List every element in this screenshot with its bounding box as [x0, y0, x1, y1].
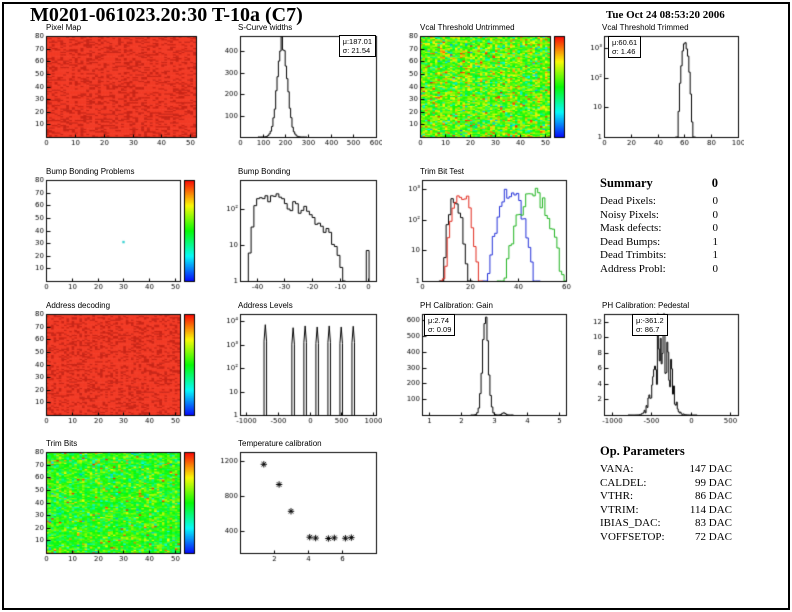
op-parameters-block: Op. Parameters VANA: 147 DAC CALDEL: 99 …: [600, 444, 732, 544]
op-value: 147 DAC: [689, 463, 732, 475]
chart-title-trim-bit-test: Trim Bit Test: [420, 167, 465, 176]
chart-title-vcal-trimmed: Vcal Threshold Trimmed: [602, 23, 689, 32]
stats-box-ph-pedestal: μ:-361.2 σ: 86.7: [632, 314, 668, 336]
stats-box-ph-gain: μ:2.74 σ: 0.09: [424, 314, 456, 336]
panel-ph-calibration-pedestal: PH Calibration: Pedestal μ:-361.2 σ: 86.…: [582, 300, 744, 428]
op-row-ibias-dac: IBIAS_DAC: 83 DAC: [600, 517, 732, 531]
summary-value: 1: [712, 249, 719, 261]
op-label: VOFFSETOP:: [600, 530, 665, 543]
stat-sigma: σ: 86.7: [636, 325, 660, 334]
summary-label: Address Probl:: [600, 262, 666, 275]
chart-title-ph-gain: PH Calibration: Gain: [420, 301, 493, 310]
panel-vcal-threshold-trimmed: Vcal Threshold Trimmed μ:60.61 σ: 1.46: [582, 22, 744, 150]
chart-canvas-temperature: [218, 449, 382, 565]
op-label: CALDEL:: [600, 476, 647, 489]
page-title: M0201-061023.20:30 T-10a (C7): [30, 4, 303, 26]
summary-row-mask-defects: Mask defects: 0: [600, 222, 718, 236]
summary-value: 0: [712, 195, 719, 207]
op-label: IBIAS_DAC:: [600, 517, 661, 529]
panel-pixel-map: Pixel Map: [26, 22, 202, 150]
op-value: 72 DAC: [695, 530, 732, 543]
op-label: VTHR:: [600, 490, 633, 502]
panel-scurve-widths: S-Curve widths μ:187.01 σ: 21.54: [218, 22, 382, 150]
op-row-caldel: CALDEL: 99 DAC: [600, 477, 732, 491]
panel-trim-bit-test: Trim Bit Test: [400, 166, 572, 294]
summary-grade: 0: [711, 176, 718, 190]
chart-canvas-pixel-map: [26, 33, 202, 149]
chart-title-scurve-widths: S-Curve widths: [238, 23, 293, 32]
op-parameters-title: Op. Parameters: [600, 444, 685, 458]
op-value: 114 DAC: [689, 503, 732, 516]
chart-title-address-decoding: Address decoding: [46, 301, 111, 310]
summary-row-dead-bumps: Dead Bumps: 1: [600, 236, 718, 250]
summary-label: Noisy Pixels:: [600, 208, 659, 221]
stat-mean: μ:60.61: [612, 38, 638, 47]
summary-block: Summary 0 Dead Pixels: 0 Noisy Pixels: 0…: [600, 176, 718, 276]
op-label: VANA:: [600, 463, 634, 475]
summary-value: 0: [712, 222, 719, 234]
summary-title: Summary: [600, 176, 653, 190]
panel-temperature-calibration: Temperature calibration: [218, 438, 382, 566]
panel-address-decoding: Address decoding: [26, 300, 202, 428]
chart-canvas-bump-bonding: [218, 177, 382, 293]
chart-title-temperature: Temperature calibration: [238, 439, 322, 448]
op-value: 86 DAC: [695, 490, 732, 502]
panel-trim-bits: Trim Bits: [26, 438, 202, 566]
stat-mean: μ:2.74: [428, 316, 450, 325]
summary-row-dead-pixels: Dead Pixels: 0: [600, 195, 718, 209]
chart-title-vcal-untrimmed: Vcal Threshold Untrimmed: [420, 23, 515, 32]
chart-title-bump-bonding: Bump Bonding: [238, 167, 291, 176]
op-row-vtrim: VTRIM: 114 DAC: [600, 504, 732, 518]
op-value: 99 DAC: [695, 476, 732, 489]
chart-title-bump-problems: Bump Bonding Problems: [46, 167, 135, 176]
stats-box-scurve: μ:187.01 σ: 21.54: [338, 35, 376, 57]
panel-bump-bonding: Bump Bonding: [218, 166, 382, 294]
chart-title-address-levels: Address Levels: [238, 301, 293, 310]
op-value: 83 DAC: [695, 517, 732, 529]
timestamp: Tue Oct 24 08:53:20 2006: [606, 9, 725, 21]
summary-label: Dead Bumps:: [600, 235, 661, 248]
summary-label: Mask defects:: [600, 222, 662, 234]
panel-vcal-threshold-untrimmed: Vcal Threshold Untrimmed: [400, 22, 572, 150]
summary-value: 1: [712, 235, 719, 248]
panel-ph-calibration-gain: PH Calibration: Gain μ:2.74 σ: 0.09: [400, 300, 572, 428]
op-row-voffsetop: VOFFSETOP: 72 DAC: [600, 531, 732, 545]
op-parameters-header: Op. Parameters: [600, 444, 732, 459]
stat-sigma: σ: 21.54: [342, 46, 371, 55]
stats-box-vcal-trimmed: μ:60.61 σ: 1.46: [608, 36, 642, 58]
summary-label: Dead Trimbits:: [600, 249, 667, 261]
summary-header: Summary 0: [600, 176, 718, 191]
chart-canvas-bump-problems: [26, 177, 202, 293]
stat-mean: μ:-361.2: [636, 316, 664, 325]
chart-canvas-address-decoding: [26, 311, 202, 427]
summary-row-noisy-pixels: Noisy Pixels: 0: [600, 209, 718, 223]
chart-title-ph-pedestal: PH Calibration: Pedestal: [602, 301, 690, 310]
summary-value: 0: [712, 208, 719, 221]
chart-canvas-trim-bit-test: [400, 177, 572, 293]
stat-mean: μ:187.01: [342, 37, 372, 46]
summary-value: 0: [712, 262, 719, 275]
summary-label: Dead Pixels:: [600, 195, 656, 207]
stat-sigma: σ: 1.46: [612, 47, 636, 56]
panel-address-levels: Address Levels: [218, 300, 382, 428]
summary-row-dead-trimbits: Dead Trimbits: 1: [600, 249, 718, 263]
panel-bump-bonding-problems: Bump Bonding Problems: [26, 166, 202, 294]
op-row-vthr: VTHR: 86 DAC: [600, 490, 732, 504]
stat-sigma: σ: 0.09: [428, 325, 452, 334]
op-label: VTRIM:: [600, 503, 639, 516]
chart-canvas-vcal-untrimmed: [400, 33, 572, 149]
chart-canvas-trim-bits: [26, 449, 202, 565]
summary-row-address-problems: Address Probl: 0: [600, 263, 718, 277]
chart-canvas-address-levels: [218, 311, 382, 427]
chart-title-pixel-map: Pixel Map: [46, 23, 82, 32]
chart-canvas-vcal-trimmed: [582, 33, 744, 149]
op-row-vana: VANA: 147 DAC: [600, 463, 732, 477]
chart-title-trim-bits: Trim Bits: [46, 439, 78, 448]
